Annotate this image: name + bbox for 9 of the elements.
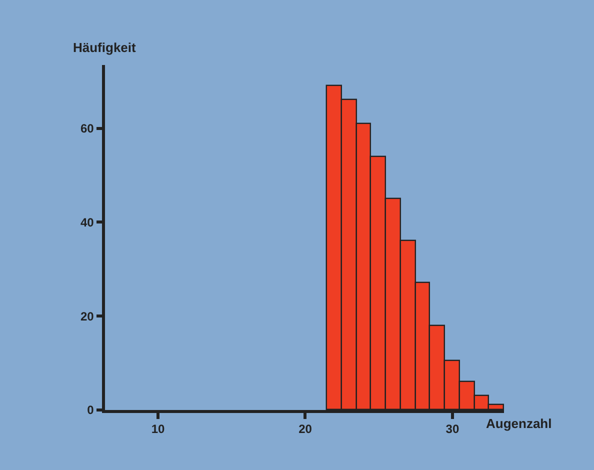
y-tick-label: 60	[80, 122, 94, 136]
x-axis-title: Augenzahl	[486, 416, 552, 431]
x-tick-label: 30	[446, 422, 460, 436]
x-tick-label: 20	[298, 422, 312, 436]
x-tick-label: 10	[151, 422, 165, 436]
y-tick-label: 0	[87, 403, 94, 418]
y-tick-label: 40	[80, 215, 94, 230]
y-tick-label: 20	[80, 309, 94, 324]
y-axis-title: Häufigkeit	[73, 40, 137, 55]
